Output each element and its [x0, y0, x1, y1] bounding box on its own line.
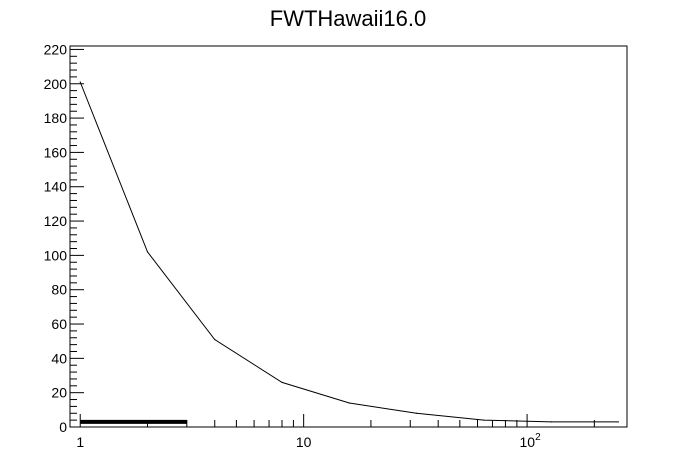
y-tick-label: 0 — [59, 419, 67, 435]
plot-frame — [69, 45, 628, 428]
y-tick-label: 60 — [51, 316, 67, 332]
data-point — [348, 402, 350, 404]
x-tick-label-base: 10 — [520, 434, 536, 450]
y-tick-label: 160 — [44, 144, 68, 160]
y-tick-label: 40 — [51, 350, 67, 366]
x-tick-label: 102 — [520, 432, 542, 450]
data-point — [483, 419, 485, 421]
data-point — [146, 251, 149, 253]
data-point — [617, 421, 619, 423]
series-line — [79, 81, 619, 423]
y-tick-label: 100 — [44, 247, 68, 263]
y-tick-label: 200 — [44, 76, 68, 92]
y-tick-label: 80 — [51, 282, 67, 298]
y-tick-label: 180 — [44, 110, 68, 126]
data-point — [550, 421, 552, 423]
y-tick-label: 220 — [44, 41, 68, 57]
x-tick-label: 1 — [76, 434, 84, 450]
data-point — [415, 412, 418, 414]
x-tick-label-exponent: 2 — [535, 432, 541, 443]
y-tick-label: 120 — [44, 213, 68, 229]
data-point — [214, 338, 216, 341]
x-tick-label: 10 — [296, 434, 312, 450]
y-tick-label: 20 — [51, 385, 67, 401]
x-tick-label-base: 1 — [76, 434, 84, 450]
data-point — [281, 381, 283, 383]
x-tick-label-base: 10 — [296, 434, 312, 450]
y-tick-label: 140 — [44, 179, 68, 195]
chart-title: FWTHawaii16.0 — [269, 6, 427, 31]
data-point — [79, 81, 81, 83]
